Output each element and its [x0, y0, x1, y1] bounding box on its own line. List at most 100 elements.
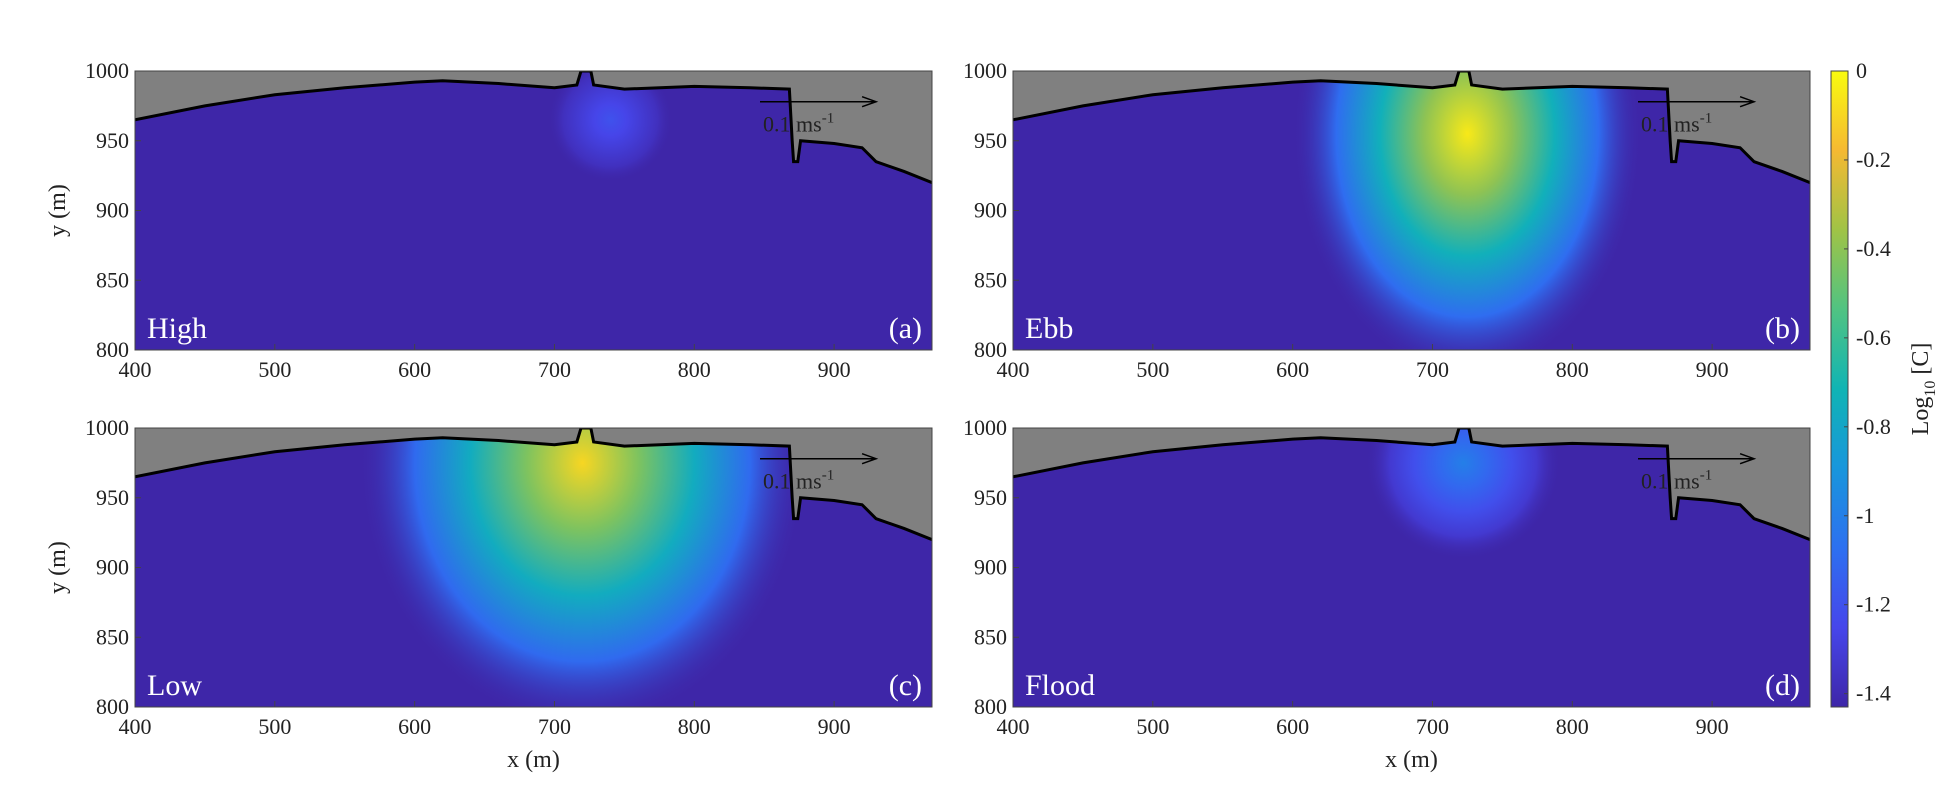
y-tick-label: 950	[974, 128, 1007, 153]
y-tick-label: 800	[96, 337, 129, 362]
scale-text: 0.1 ms	[763, 112, 822, 137]
scale-text: 0.1 ms	[1641, 469, 1700, 494]
x-axis-label: x (m)	[1385, 747, 1438, 773]
arrow-head	[861, 452, 879, 465]
scale-label: 0.1 ms-1	[763, 111, 834, 137]
y-tick-label: 900	[96, 555, 129, 580]
coastline	[135, 71, 932, 184]
colorbar-tick-label: -0.8	[1856, 414, 1891, 439]
colorbar-label: Log10 [C]	[1908, 343, 1939, 436]
x-tick-label: 900	[1696, 357, 1729, 382]
x-tick-label: 500	[258, 714, 291, 739]
x-tick-label: 900	[818, 714, 851, 739]
colorbar	[1830, 70, 1849, 708]
colorbar-tick-label: 0	[1856, 58, 1867, 83]
x-tick-label: 500	[258, 357, 291, 382]
coastline	[1013, 428, 1810, 541]
x-tick-label: 700	[1416, 357, 1449, 382]
y-tick-label: 1000	[85, 415, 129, 440]
x-tick-label: 400	[119, 357, 152, 382]
x-axis-label: x (m)	[507, 747, 560, 773]
x-tick-label: 900	[1696, 714, 1729, 739]
x-tick-label: 700	[538, 357, 571, 382]
arrow-head	[1739, 95, 1757, 108]
plume	[1365, 428, 1562, 561]
colorbar-tick-label: -1.2	[1856, 592, 1891, 617]
y-axis-label: y (m)	[45, 184, 71, 237]
scale-label: 0.1 ms-1	[1641, 468, 1712, 494]
x-tick-label: 800	[678, 357, 711, 382]
scale-label: 0.1 ms-1	[763, 468, 834, 494]
panel: 0.1 ms-1 Flood (d)	[1013, 428, 1810, 707]
x-tick-label: 600	[1276, 714, 1309, 739]
panel-tag: (b)	[1765, 312, 1800, 345]
scale-sup: -1	[1700, 468, 1713, 484]
x-tick-label: 700	[538, 714, 571, 739]
x-tick-label: 700	[1416, 714, 1449, 739]
colorbar-label-main: Log	[1908, 397, 1934, 436]
x-tick-label: 400	[119, 714, 152, 739]
panel: 0.1 ms-1 Low (c)	[135, 428, 932, 707]
land	[1013, 71, 1810, 183]
x-tick-label: 800	[1556, 714, 1589, 739]
colorbar-tick-label: -0.6	[1856, 325, 1891, 350]
x-tick-label: 500	[1136, 714, 1169, 739]
y-tick-label: 900	[974, 198, 1007, 223]
y-tick-label: 1000	[963, 415, 1007, 440]
y-tick-label: 800	[96, 694, 129, 719]
x-tick-label: 500	[1136, 357, 1169, 382]
y-tick-label: 1000	[85, 58, 129, 83]
panel-label: High	[147, 312, 207, 345]
panel-tag: (d)	[1765, 669, 1800, 702]
panel-label: Low	[147, 669, 202, 702]
plume	[358, 428, 807, 707]
x-tick-label: 800	[678, 714, 711, 739]
colorbar-label-suffix: [C]	[1908, 343, 1934, 381]
colorbar-tick-label: -0.2	[1856, 147, 1891, 172]
panel-tag: (c)	[889, 669, 922, 702]
y-tick-label: 1000	[963, 58, 1007, 83]
arrow-head	[861, 95, 879, 108]
panel-label: Flood	[1025, 669, 1095, 702]
x-tick-label: 400	[997, 714, 1030, 739]
y-tick-label: 800	[974, 337, 1007, 362]
y-axis-label: y (m)	[45, 541, 71, 594]
x-tick-label: 400	[997, 357, 1030, 382]
panel-label: Ebb	[1025, 312, 1073, 345]
y-tick-label: 850	[974, 267, 1007, 292]
land	[135, 428, 932, 540]
plume	[1292, 71, 1643, 350]
land	[1013, 428, 1810, 540]
y-tick-label: 850	[96, 624, 129, 649]
y-tick-label: 850	[974, 624, 1007, 649]
scale-sup: -1	[822, 468, 835, 484]
y-tick-label: 800	[974, 694, 1007, 719]
colorbar-tick-label: -1	[1856, 503, 1874, 528]
y-tick-label: 950	[96, 485, 129, 510]
scale-text: 0.1 ms	[763, 469, 822, 494]
y-tick-label: 950	[96, 128, 129, 153]
arrow-head	[1739, 452, 1757, 465]
scale-text: 0.1 ms	[1641, 112, 1700, 137]
y-tick-label: 950	[974, 485, 1007, 510]
x-tick-label: 900	[818, 357, 851, 382]
panel-tag: (a)	[889, 312, 922, 345]
y-tick-label: 900	[974, 555, 1007, 580]
panel: 0.1 ms-1 High (a)	[135, 71, 932, 350]
x-tick-label: 600	[1276, 357, 1309, 382]
colorbar-tick-label: -1.4	[1856, 681, 1891, 706]
y-tick-label: 900	[96, 198, 129, 223]
y-tick-label: 850	[96, 267, 129, 292]
scale-sup: -1	[822, 111, 835, 127]
scale-label: 0.1 ms-1	[1641, 111, 1712, 137]
land	[135, 71, 932, 183]
scale-sup: -1	[1700, 111, 1713, 127]
plume	[547, 71, 674, 183]
x-tick-label: 800	[1556, 357, 1589, 382]
x-tick-label: 600	[398, 357, 431, 382]
colorbar-tick-label: -0.4	[1856, 236, 1891, 261]
panel: 0.1 ms-1 Ebb (b)	[1013, 71, 1810, 350]
coastline	[1013, 71, 1810, 184]
colorbar-label-sub: 10	[1922, 381, 1939, 397]
